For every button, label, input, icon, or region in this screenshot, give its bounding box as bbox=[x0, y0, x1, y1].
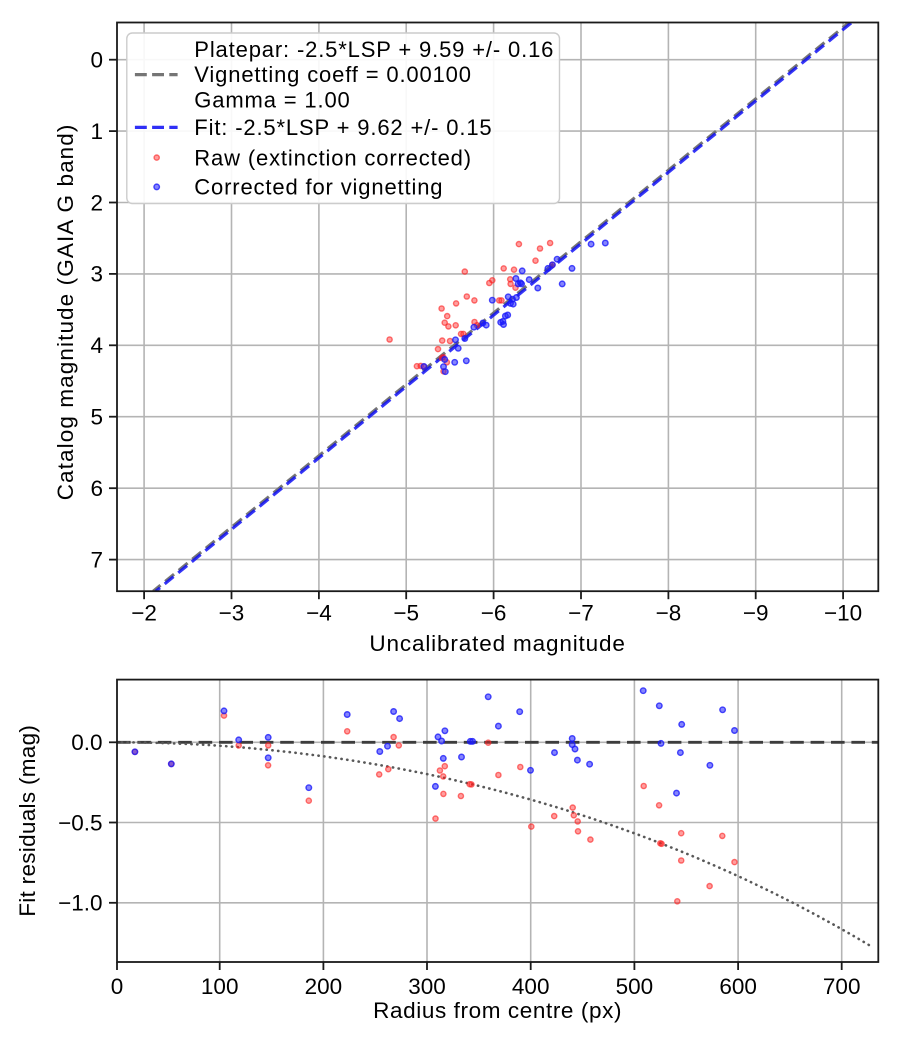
svg-text:100: 100 bbox=[201, 974, 239, 999]
svg-text:0: 0 bbox=[111, 974, 124, 999]
svg-text:5: 5 bbox=[90, 405, 103, 430]
svg-text:−10: −10 bbox=[824, 601, 862, 626]
svg-text:Raw (extinction corrected): Raw (extinction corrected) bbox=[194, 145, 472, 170]
svg-text:1: 1 bbox=[90, 119, 103, 144]
svg-text:Gamma = 1.00: Gamma = 1.00 bbox=[194, 87, 350, 112]
svg-text:−1.0: −1.0 bbox=[58, 891, 102, 916]
svg-text:2: 2 bbox=[90, 190, 103, 215]
svg-text:Vignetting coeff = 0.00100: Vignetting coeff = 0.00100 bbox=[194, 62, 472, 87]
svg-text:300: 300 bbox=[408, 974, 446, 999]
svg-text:Radius from centre (px): Radius from centre (px) bbox=[373, 998, 622, 1023]
svg-text:−5: −5 bbox=[393, 601, 419, 626]
svg-text:Platepar: -2.5*LSP + 9.59 +/-: Platepar: -2.5*LSP + 9.59 +/- 0.16 bbox=[194, 37, 554, 62]
svg-text:7: 7 bbox=[90, 547, 103, 572]
svg-text:0.0: 0.0 bbox=[71, 730, 102, 755]
svg-text:400: 400 bbox=[512, 974, 550, 999]
svg-text:−2: −2 bbox=[131, 601, 157, 626]
svg-text:−4: −4 bbox=[306, 601, 332, 626]
svg-text:0: 0 bbox=[90, 48, 103, 73]
svg-text:−7: −7 bbox=[568, 601, 594, 626]
svg-text:−9: −9 bbox=[743, 601, 769, 626]
svg-text:−3: −3 bbox=[219, 601, 245, 626]
svg-text:6: 6 bbox=[90, 476, 103, 501]
svg-text:Corrected for vignetting: Corrected for vignetting bbox=[194, 175, 443, 200]
svg-text:600: 600 bbox=[719, 974, 757, 999]
svg-text:4: 4 bbox=[90, 333, 103, 358]
svg-text:−0.5: −0.5 bbox=[58, 810, 102, 835]
svg-text:Fit residuals (mag): Fit residuals (mag) bbox=[15, 725, 40, 917]
svg-text:700: 700 bbox=[823, 974, 861, 999]
svg-text:−6: −6 bbox=[481, 601, 507, 626]
svg-text:Catalog magnitude (GAIA G band: Catalog magnitude (GAIA G band) bbox=[53, 124, 78, 501]
svg-text:Fit: -2.5*LSP + 9.62 +/- 0.15: Fit: -2.5*LSP + 9.62 +/- 0.15 bbox=[194, 115, 492, 140]
svg-text:3: 3 bbox=[90, 262, 103, 287]
svg-text:−8: −8 bbox=[656, 601, 682, 626]
svg-text:Uncalibrated magnitude: Uncalibrated magnitude bbox=[369, 631, 625, 656]
svg-text:500: 500 bbox=[616, 974, 654, 999]
svg-text:200: 200 bbox=[305, 974, 343, 999]
